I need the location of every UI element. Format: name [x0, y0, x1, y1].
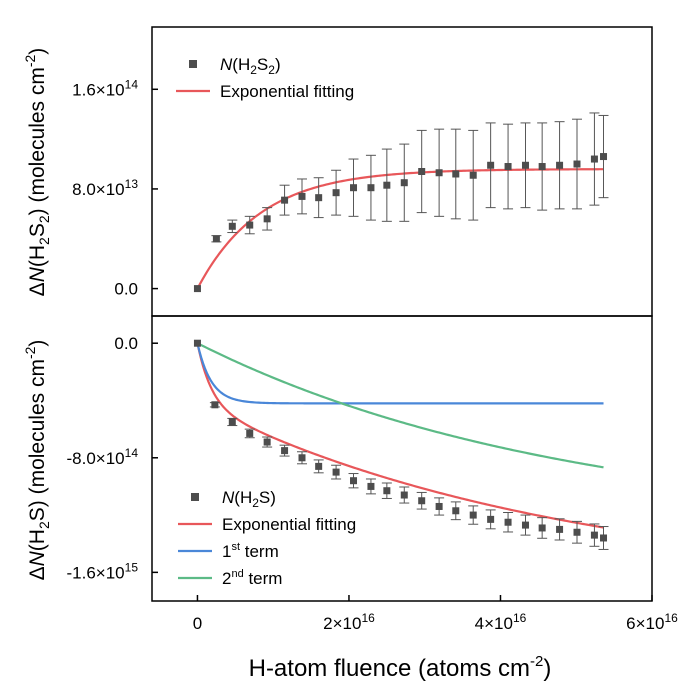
data-point: [212, 235, 220, 243]
data-point: [193, 285, 201, 293]
data-point: [263, 438, 271, 446]
x-ticks-bottom: 0 2×1016 4×1016 6×1016: [193, 595, 678, 633]
panel-top: 0.0 8.0×1013 1.6×1014 N(H2S2) Exponential f…: [72, 26, 653, 317]
data-point: [193, 339, 201, 347]
data-point: [521, 521, 529, 529]
legend-label: Exponential fitting: [222, 515, 356, 534]
data-point: [281, 447, 289, 455]
data-point: [228, 222, 236, 230]
data-point: [246, 221, 254, 229]
data-point: [332, 468, 340, 476]
data-point: [573, 160, 581, 168]
data-point: [367, 482, 375, 490]
data-point: [600, 153, 608, 161]
legend-entry: 2nd term: [178, 568, 282, 588]
x-tick-label: 2×1016: [323, 611, 375, 633]
legend-bottom: N(H2S) Exponential fitting 1st term 2nd ter…: [178, 488, 356, 588]
data-point: [350, 184, 358, 192]
series-line: [196, 342, 604, 405]
data-point: [383, 487, 391, 495]
y-ticks-top: 0.0 8.0×1013 1.6×1014: [72, 77, 158, 299]
data-point: [487, 161, 495, 169]
series-top: [193, 112, 609, 293]
data-point: [469, 171, 477, 179]
data-point: [435, 169, 443, 177]
data-point: [315, 462, 323, 470]
series-line: [196, 168, 604, 290]
series-line: [196, 342, 604, 529]
data-point: [538, 524, 546, 532]
data-point: [452, 507, 460, 515]
data-point: [556, 161, 564, 169]
legend-entry: Exponential fitting: [176, 82, 354, 101]
data-point: [556, 525, 564, 533]
legend-marker: [189, 60, 197, 68]
legend-label: 2nd term: [222, 568, 282, 588]
data-point: [487, 515, 495, 523]
series-line: [196, 342, 604, 469]
data-point: [469, 511, 477, 519]
data-point: [504, 163, 512, 171]
data-point: [418, 497, 426, 505]
data-point: [298, 454, 306, 462]
data-point: [400, 179, 408, 187]
data-point: [504, 518, 512, 526]
data-point: [590, 155, 598, 163]
x-tick-label: 4×1016: [475, 611, 527, 633]
data-point: [452, 170, 460, 178]
data-point: [298, 192, 306, 200]
data-point: [418, 168, 426, 175]
data-point: [538, 163, 546, 171]
data-point: [367, 184, 375, 192]
data-point: [350, 477, 358, 485]
legend-label: N(H2S): [222, 488, 276, 510]
data-point: [590, 531, 598, 539]
data-point: [211, 401, 219, 409]
legend-label: 1st term: [222, 541, 279, 561]
x-tick-label: 0: [193, 614, 202, 633]
data-point: [228, 418, 236, 426]
series-bottom: [193, 339, 609, 550]
y-tick-label: -8.0×1014: [67, 446, 139, 468]
data-point: [383, 181, 391, 189]
data-point: [315, 194, 323, 202]
data-point: [400, 491, 408, 499]
x-axis-title: H-atom fluence (atoms cm-2): [249, 653, 552, 682]
legend-entry: Exponential fitting: [178, 515, 356, 534]
data-point: [246, 429, 254, 437]
y-tick-label: 0.0: [114, 334, 138, 353]
y-tick-label: 1.6×1014: [72, 77, 138, 99]
legend-entry: N(H2S): [191, 488, 276, 510]
y-tick-label: 0.0: [114, 280, 138, 299]
y-axis-title-bottom: ΔN(H2S) (molecules cm-2): [22, 340, 52, 581]
data-point: [332, 189, 340, 197]
y-tick-label: -1.6×1015: [67, 560, 139, 582]
data-point: [521, 161, 529, 169]
data-point: [573, 528, 581, 536]
data-point: [600, 534, 608, 542]
y-ticks-bottom: 0.0 -8.0×1014 -1.6×1015: [67, 334, 158, 582]
legend-top: N(H2S2) Exponential fitting: [176, 55, 354, 101]
legend-label: N(H2S2): [220, 55, 281, 77]
y-axis-title-top: ΔN(H2S2) (molecules cm-2): [22, 48, 52, 297]
data-point: [263, 215, 271, 223]
legend-marker: [191, 493, 199, 501]
panel-bottom: 0.0 -8.0×1014 -1.6×1015 0 2×1016 4×1016 6×101…: [67, 315, 678, 633]
data-point: [281, 196, 289, 204]
x-tick-label: 6×1016: [626, 611, 678, 633]
legend-entry: N(H2S2): [189, 55, 281, 77]
data-point: [435, 502, 443, 510]
y-tick-label: 8.0×1013: [72, 177, 138, 199]
legend-entry: 1st term: [178, 541, 279, 561]
legend-label: Exponential fitting: [220, 82, 354, 101]
